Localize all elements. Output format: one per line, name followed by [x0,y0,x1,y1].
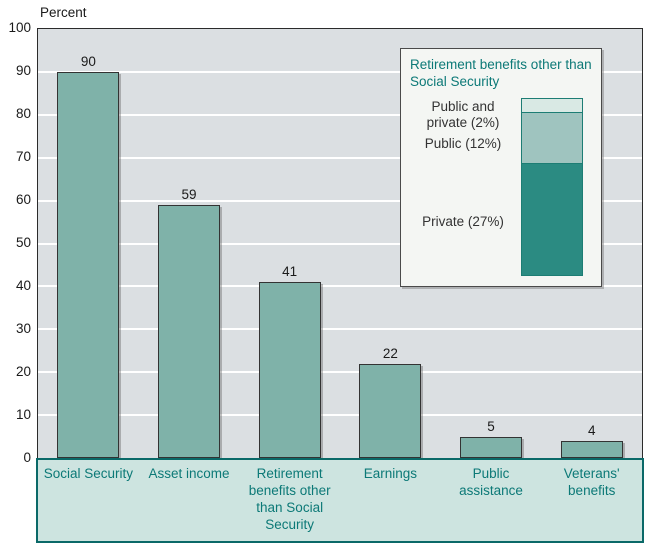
y-tick-label: 10 [15,407,31,422]
bar-value-label: 22 [382,345,398,361]
gridline [38,328,642,331]
legend-inset: Retirement benefits other than Social Se… [400,48,602,287]
bar-value-label: 5 [487,418,495,434]
bar-earnings [359,363,422,458]
bar-veterans-benefits [560,440,623,458]
legend-title: Retirement benefits other than Social Se… [410,57,592,89]
y-tick-label: 30 [15,321,31,336]
bar-columns: 90 59 41 22 5 4 [38,29,642,458]
bar-public-assistance [460,436,523,458]
category-label-public-assistance: Public assistance [459,466,523,498]
bar-value-label: 90 [80,53,96,69]
bar-column-asset-income: 59 [139,29,240,458]
bar-social-security [57,71,120,458]
category-label-social-security: Social Security [43,466,133,481]
gridline [38,285,642,288]
gridline [38,156,642,159]
segment-public [521,113,583,164]
y-tick-label: 0 [23,450,31,465]
segment-private [521,163,583,276]
gridline [38,199,642,202]
bar-column-retirement-benefits: 41 [239,29,340,458]
bar-value-label: 59 [181,186,197,202]
segment-public-and-private [521,98,583,113]
y-tick-label: 50 [15,235,31,250]
y-tick-label: 80 [15,106,31,121]
gridline [38,242,642,245]
gridline [38,70,642,73]
category-label-retirement-benefits: Retirement benefits other than Social Se… [248,466,331,532]
bar-column-public-assistance: 5 [441,29,542,458]
legend-label-public-and-private: Public and private (2%) [426,99,500,130]
y-tick-label: 20 [15,364,31,379]
legend-label-private: Private (27%) [422,214,504,229]
bar-retirement-benefits [258,282,321,458]
gridline [38,414,642,417]
gridline [38,371,642,374]
category-label-asset-income: Asset income [148,466,230,481]
y-tick-label: 90 [15,63,31,78]
y-tick-label: 70 [15,149,31,164]
y-tick-label: 60 [15,192,31,207]
y-axis-ticks: 0 10 20 30 40 50 60 70 80 90 100 [0,21,31,465]
category-label-veterans-benefits: Veterans' benefits [563,466,620,498]
bar-column-veterans-benefits: 4 [541,29,642,458]
bar-column-social-security: 90 [38,29,139,458]
category-band: Social Security Asset income Retirement … [36,458,644,543]
gridline [38,113,642,116]
y-tick-label: 100 [8,20,31,35]
bar-asset-income [158,204,220,458]
bar-value-label: 4 [587,422,596,438]
bar-column-earnings: 22 [340,29,441,458]
y-axis-title: Percent [40,5,87,20]
y-tick-label: 40 [15,278,31,293]
category-label-earnings: Earnings [363,466,417,481]
legend-label-public: Public (12%) [424,136,502,151]
legend-stacked-bar [521,98,583,276]
bar-value-label: 41 [282,264,298,280]
